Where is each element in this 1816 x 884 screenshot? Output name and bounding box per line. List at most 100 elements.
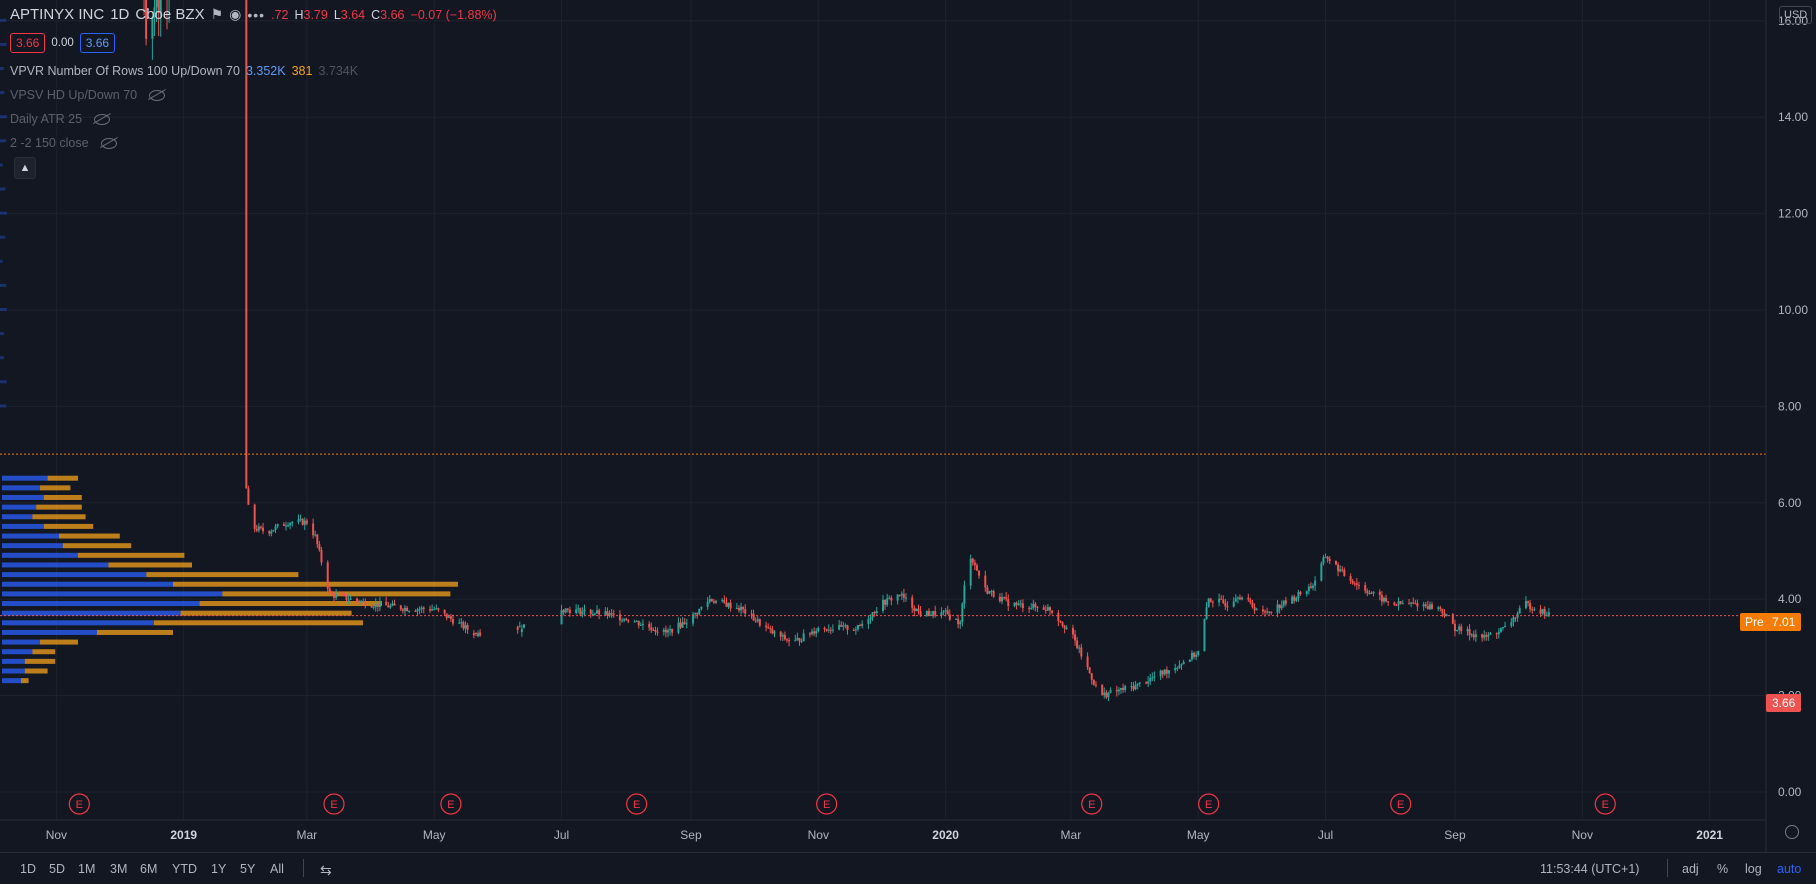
candle-body bbox=[569, 610, 571, 613]
candle-body bbox=[1262, 609, 1264, 611]
candle-body bbox=[379, 602, 381, 607]
candle-body bbox=[1548, 612, 1550, 614]
vpvr-total-value: 3.734K bbox=[318, 64, 358, 78]
range-ytd-button[interactable]: YTD bbox=[172, 862, 197, 876]
candle-body bbox=[435, 608, 437, 609]
range-1y-button[interactable]: 1Y bbox=[211, 862, 226, 876]
earnings-marker[interactable]: E bbox=[69, 794, 89, 814]
candle-body bbox=[604, 611, 606, 614]
ask-price[interactable]: 3.66 bbox=[80, 33, 115, 53]
candle-body bbox=[623, 619, 625, 620]
candle-body bbox=[1352, 581, 1354, 583]
auto-toggle[interactable]: auto bbox=[1777, 862, 1801, 876]
candle-body bbox=[314, 535, 316, 536]
adj-toggle[interactable]: adj bbox=[1682, 862, 1699, 876]
earnings-marker[interactable]: E bbox=[1391, 794, 1411, 814]
range-6m-button[interactable]: 6M bbox=[140, 862, 157, 876]
range-5d-button[interactable]: 5D bbox=[49, 862, 65, 876]
indicator-bb[interactable]: 2 -2 150 close bbox=[10, 136, 117, 150]
candle-body bbox=[389, 605, 391, 607]
price-chart[interactable]: E E E E E E E E E 30.0028.0026.0024.0022.0020.00… bbox=[0, 0, 1816, 852]
log-toggle[interactable]: log bbox=[1745, 862, 1762, 876]
indicator-name: VPVR Number Of Rows 100 Up/Down 70 bbox=[10, 64, 240, 78]
candle-body bbox=[815, 631, 817, 634]
eye-icon[interactable]: ◉ bbox=[229, 6, 241, 23]
candle-body bbox=[1049, 607, 1051, 610]
candle-body bbox=[1454, 624, 1456, 631]
price-tick-label: 14.00 bbox=[1778, 110, 1808, 124]
range-all-button[interactable]: All bbox=[270, 862, 284, 876]
candle-body bbox=[450, 616, 452, 619]
earnings-label: E bbox=[1088, 799, 1095, 811]
candle-body bbox=[1504, 626, 1506, 627]
candle-body bbox=[444, 610, 446, 614]
axes[interactable]: 30.0028.0026.0024.0022.0020.0018.0016.00… bbox=[0, 0, 1808, 852]
candle-body bbox=[911, 598, 913, 608]
pre-market-price-tag: 7.01 bbox=[1766, 613, 1801, 631]
interval-label[interactable]: 1D bbox=[110, 6, 129, 23]
candle-body bbox=[1072, 628, 1074, 635]
more-icon[interactable]: ••• bbox=[247, 7, 265, 23]
candle-body bbox=[917, 609, 919, 611]
candle-body bbox=[1091, 673, 1093, 680]
candle-body bbox=[1064, 626, 1066, 629]
earnings-marker[interactable]: E bbox=[817, 794, 837, 814]
earnings-marker[interactable]: E bbox=[1082, 794, 1102, 814]
vp-bar-faint bbox=[0, 163, 3, 166]
range-3m-button[interactable]: 3M bbox=[110, 862, 127, 876]
indicator-atr[interactable]: Daily ATR 25 bbox=[10, 112, 110, 126]
candle-body bbox=[715, 601, 717, 603]
range-5y-button[interactable]: 5Y bbox=[240, 862, 255, 876]
earnings-marker[interactable]: E bbox=[1199, 794, 1219, 814]
indicator-vpsv[interactable]: VPSV HD Up/Down 70 bbox=[10, 88, 165, 102]
candle-body bbox=[581, 611, 583, 614]
time-tick-label: 2019 bbox=[170, 828, 197, 842]
candle-body bbox=[1396, 605, 1398, 606]
collapse-legend-button[interactable]: ▲ bbox=[14, 157, 36, 179]
flag-icon[interactable]: ⚑ bbox=[211, 6, 224, 23]
time-tick-label: 2021 bbox=[1696, 828, 1723, 842]
candle-body bbox=[563, 610, 565, 612]
earnings-marker[interactable]: E bbox=[441, 794, 461, 814]
toolbar-divider bbox=[303, 859, 304, 877]
candle-body bbox=[346, 595, 348, 600]
candle-body bbox=[1093, 680, 1095, 685]
candle-body bbox=[460, 622, 462, 623]
hidden-eye-icon[interactable] bbox=[94, 114, 110, 125]
clock-time[interactable]: 11:53:44 (UTC+1) bbox=[1540, 862, 1639, 876]
bottom-toolbar: 1D 5D 1M 3M 6M YTD 1Y 5Y All ⇆ 11:53:44 … bbox=[0, 852, 1816, 884]
candle-body bbox=[1496, 633, 1498, 634]
candle-body bbox=[765, 626, 767, 628]
hidden-eye-icon[interactable] bbox=[149, 90, 165, 101]
candle-body bbox=[567, 609, 569, 610]
chart-settings-icon[interactable] bbox=[1785, 825, 1799, 839]
candle-body bbox=[857, 625, 859, 629]
candle-body bbox=[915, 609, 917, 611]
symbol-legend[interactable]: APTINYX INC 1D Cboe BZX ⚑ ◉ ••• .72 H 3.7… bbox=[10, 6, 497, 23]
candle-body bbox=[1325, 557, 1327, 558]
date-range-icon[interactable]: ⇆ bbox=[320, 862, 332, 879]
candle-body bbox=[289, 523, 291, 525]
range-1m-button[interactable]: 1M bbox=[78, 862, 95, 876]
vp-bar-down bbox=[32, 649, 55, 654]
range-1d-button[interactable]: 1D bbox=[20, 862, 36, 876]
time-tick-label: Mar bbox=[1061, 828, 1082, 842]
earnings-marker[interactable]: E bbox=[324, 794, 344, 814]
candle-body bbox=[611, 613, 613, 614]
percent-toggle[interactable]: % bbox=[1717, 862, 1728, 876]
bid-price[interactable]: 3.66 bbox=[10, 33, 45, 53]
candle-body bbox=[302, 519, 304, 525]
candle-body bbox=[730, 603, 732, 608]
earnings-marker[interactable]: E bbox=[627, 794, 647, 814]
earnings-marker[interactable]: E bbox=[1595, 794, 1615, 814]
candle-body bbox=[801, 641, 803, 642]
candle-body bbox=[784, 635, 786, 639]
symbol-name[interactable]: APTINYX INC bbox=[10, 6, 104, 23]
vp-bar-up bbox=[2, 495, 44, 500]
hidden-eye-icon[interactable] bbox=[101, 138, 117, 149]
candle-body bbox=[855, 629, 857, 630]
indicator-vpvr[interactable]: VPVR Number Of Rows 100 Up/Down 70 3.352… bbox=[10, 64, 358, 78]
vp-bar-up bbox=[2, 476, 48, 481]
currency-button[interactable]: USD bbox=[1779, 6, 1812, 24]
